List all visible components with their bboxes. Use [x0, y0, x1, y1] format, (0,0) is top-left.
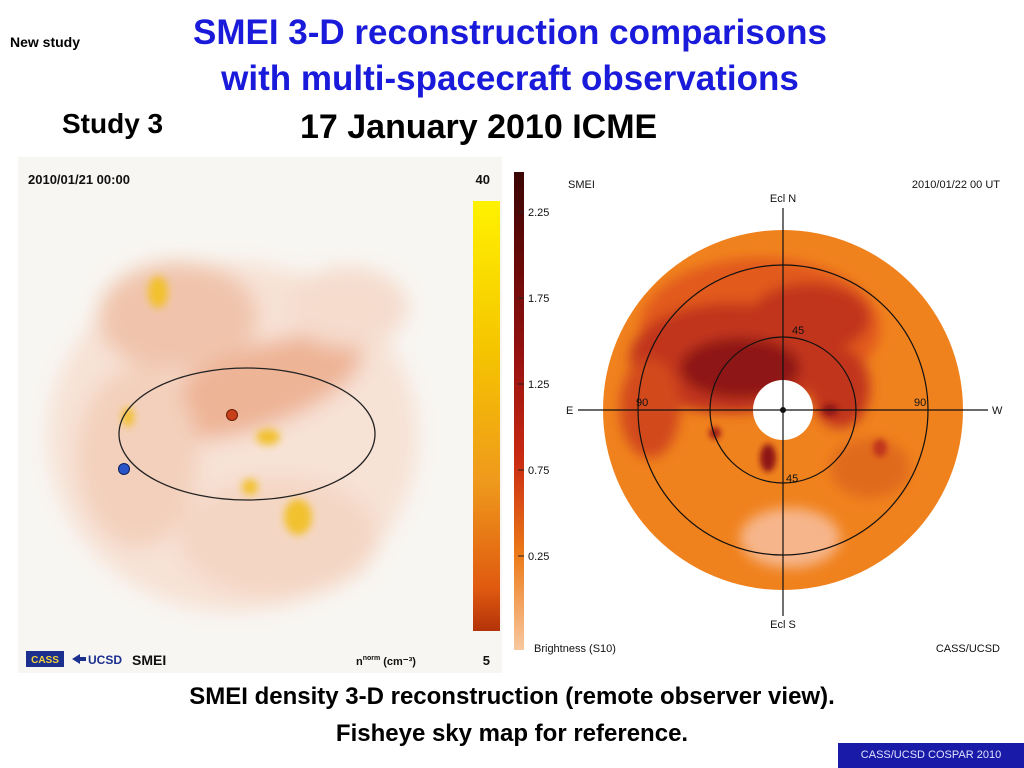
colorbar-tick-label: 0.25	[528, 551, 549, 563]
sun-center-dot	[780, 407, 786, 413]
brightness-label: Brightness (S10)	[534, 643, 616, 655]
cass-logo-text: CASS	[31, 655, 59, 666]
west-label: W	[992, 405, 1003, 417]
earth-orbit-ellipse	[118, 367, 376, 501]
units-superscript: norm	[363, 655, 381, 662]
units-label: nnorm (cm⁻³)	[356, 655, 416, 668]
density-hotspots	[122, 276, 312, 535]
footer-badge: CASS/UCSD COSPAR 2010	[838, 743, 1024, 768]
colorbar-tick-label: 0.75	[528, 465, 549, 477]
ecliptic-south-label: Ecl S	[770, 619, 796, 631]
ring-label-45-south: 45	[786, 473, 798, 485]
colorbar-tick-label: 1.75	[528, 293, 549, 305]
title-line-2: with multi-spacecraft observations	[221, 59, 799, 98]
caption-line-1: SMEI density 3-D reconstruction (remote …	[189, 683, 835, 710]
colorbar-ticks	[518, 211, 524, 557]
ring-label-45-north: 45	[792, 325, 804, 337]
title-line-1: SMEI 3-D reconstruction comparisons	[192, 13, 828, 52]
spacecraft-marker	[226, 409, 238, 421]
colorbar-tick-label: 2.25	[528, 207, 549, 219]
caption-line-2: Fisheye sky map for reference.	[335, 720, 689, 747]
units-n: n	[356, 656, 363, 668]
slide-caption: SMEI density 3-D reconstruction (remote …	[60, 678, 964, 752]
study-label: Study 3	[62, 108, 164, 139]
earth-marker	[118, 463, 130, 475]
slide-title: SMEI 3-D reconstruction comparisons with…	[120, 10, 900, 102]
fisheye-sky-map-panel: 2.25 1.75 1.25 0.75 0.25 SMEI 2010/01/22…	[510, 158, 1010, 670]
smei-logo-text: SMEI	[132, 652, 166, 668]
scale-max-label: 40	[476, 172, 490, 187]
ring-label-90-west: 90	[914, 397, 926, 409]
left-timestamp: 2010/01/21 00:00	[28, 172, 130, 187]
density-color-bar	[473, 201, 500, 631]
new-study-tag: New study	[10, 34, 81, 50]
ring-label-90-east: 90	[636, 397, 648, 409]
colorbar-tick-label: 1.25	[528, 379, 549, 391]
density-reconstruction-panel: 2010/01/21 00:00 40 5 CASS UCSD SMEI nno…	[18, 157, 502, 673]
scale-min-label: 5	[483, 653, 490, 668]
east-label: E	[566, 405, 573, 417]
event-label: 17 January 2010 ICME	[300, 108, 658, 146]
units-tail: (cm⁻³)	[383, 656, 416, 668]
ecliptic-north-label: Ecl N	[770, 193, 796, 205]
brightness-color-bar	[514, 172, 524, 650]
right-timestamp: 2010/01/22 00 UT	[912, 179, 1000, 191]
credit-label: CASS/UCSD	[936, 643, 1000, 655]
ucsd-logo-text: UCSD	[88, 653, 122, 667]
instrument-label: SMEI	[568, 179, 595, 191]
ucsd-arrow-icon	[72, 654, 86, 664]
cass-logo	[26, 651, 64, 667]
density-cloud	[48, 262, 418, 612]
